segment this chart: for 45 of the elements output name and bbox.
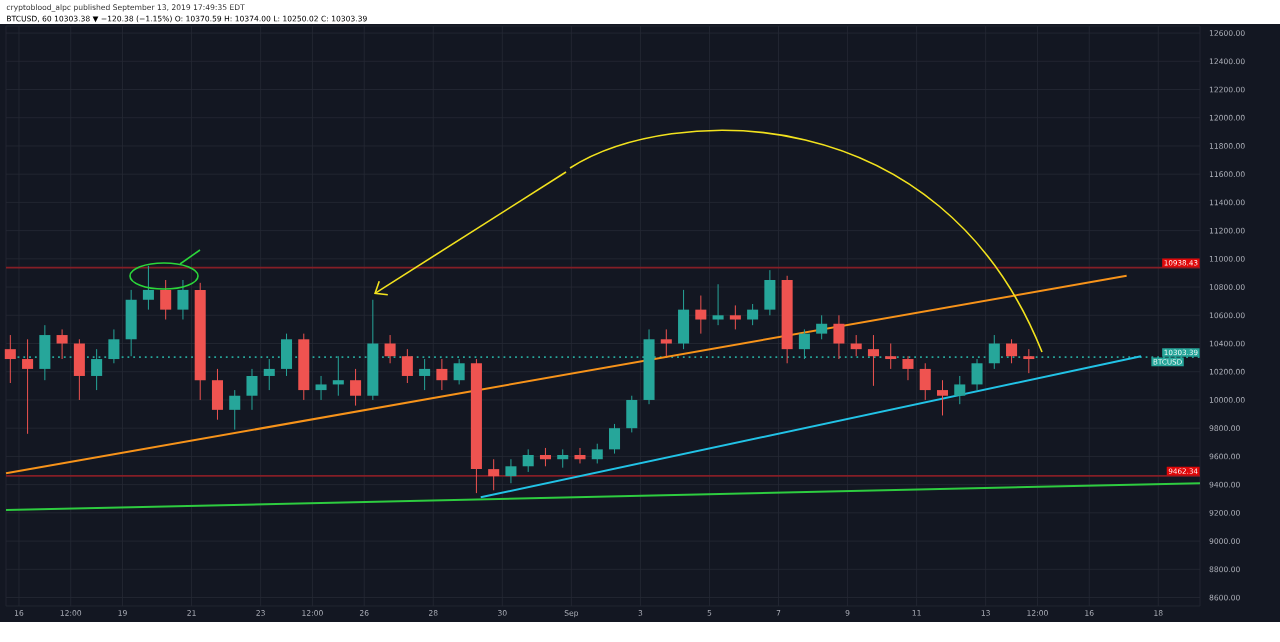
candlestick — [936, 379, 949, 416]
candlestick — [695, 295, 707, 335]
candlestick — [350, 368, 362, 407]
candlestick — [712, 283, 724, 326]
candlestick — [902, 355, 914, 381]
candlestick — [919, 362, 931, 401]
candlestick — [56, 328, 68, 360]
candlestick — [678, 289, 690, 350]
candlestick — [557, 448, 569, 469]
candlestick — [626, 395, 638, 433]
candlestick — [1006, 338, 1018, 364]
candlestick — [971, 358, 983, 391]
candlestick — [885, 343, 897, 370]
candlestick — [1023, 348, 1035, 374]
candlestick — [522, 448, 534, 473]
candlestick — [160, 279, 172, 321]
candlestick — [816, 314, 828, 340]
candlestick — [22, 338, 34, 435]
candlestick — [867, 334, 879, 387]
candlestick — [73, 338, 85, 401]
candlestick — [401, 348, 413, 384]
candlestick — [4, 334, 16, 384]
candlestick — [539, 447, 551, 467]
candlestick — [142, 265, 154, 311]
candlestick — [591, 443, 603, 464]
candlestick — [764, 269, 776, 316]
candlestick — [729, 304, 741, 330]
candlestick — [747, 303, 759, 326]
candlestick — [954, 375, 966, 405]
candlestick — [833, 314, 845, 360]
candlestick — [419, 358, 431, 391]
candlestick — [505, 458, 517, 484]
candlestick — [488, 458, 500, 491]
candlestick — [229, 389, 241, 431]
candlestick — [384, 334, 396, 364]
candlestick — [125, 289, 137, 357]
candlestick — [177, 279, 189, 321]
candlestick — [246, 368, 258, 411]
candlestick — [263, 358, 275, 391]
candlestick — [608, 423, 621, 455]
candlestick — [660, 328, 672, 357]
candlestick — [315, 375, 327, 401]
candlestick — [574, 447, 586, 464]
candlestick — [211, 368, 223, 421]
candlestick — [436, 358, 448, 391]
